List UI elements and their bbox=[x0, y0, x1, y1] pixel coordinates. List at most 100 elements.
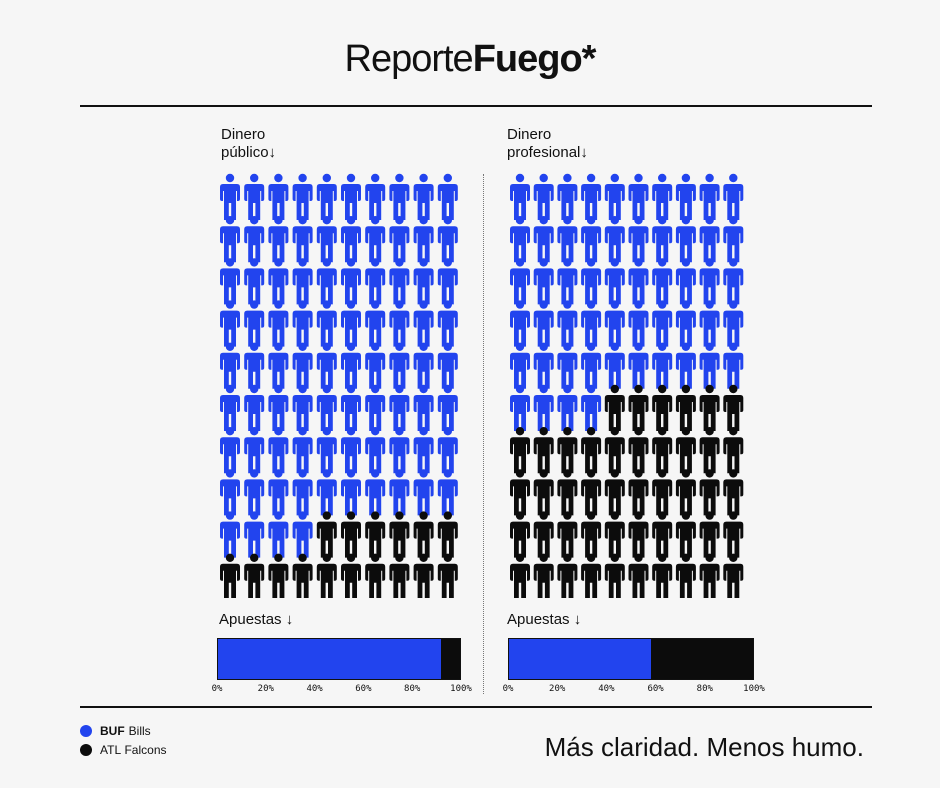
pro-figure bbox=[581, 342, 602, 389]
public-figure bbox=[292, 469, 313, 516]
pro-figure bbox=[723, 258, 744, 305]
pro-figure bbox=[581, 553, 602, 598]
public-figure bbox=[389, 469, 410, 516]
pro-figure bbox=[533, 553, 554, 598]
public-figure bbox=[413, 511, 434, 558]
pro-figure bbox=[699, 173, 720, 220]
public-figure bbox=[244, 553, 265, 598]
pro-figure bbox=[699, 384, 720, 431]
pro-figure bbox=[533, 342, 554, 389]
pro-figure bbox=[581, 469, 602, 516]
pro-figure bbox=[652, 216, 673, 263]
pro-figure bbox=[628, 173, 649, 220]
public-figure bbox=[220, 173, 240, 220]
pro-figure bbox=[510, 342, 530, 389]
public-figure bbox=[365, 258, 386, 305]
public-figure bbox=[389, 258, 410, 305]
public-figure bbox=[437, 300, 458, 347]
legend-abbr-atl: ATL bbox=[100, 742, 122, 757]
public-figure bbox=[292, 427, 313, 474]
pro-figure bbox=[557, 300, 578, 347]
public-figure bbox=[244, 258, 265, 305]
public-figure bbox=[316, 427, 337, 474]
pro-figure bbox=[510, 511, 530, 558]
pro-figure bbox=[675, 173, 696, 220]
pro-figure bbox=[557, 553, 578, 598]
public-figure bbox=[244, 511, 265, 558]
pro-figure bbox=[557, 511, 578, 558]
legend-item-atl: ATL Falcons bbox=[80, 740, 167, 759]
pro-figure bbox=[652, 384, 673, 431]
public-figure bbox=[292, 300, 313, 347]
public-figure bbox=[316, 511, 337, 558]
public-figure bbox=[268, 469, 289, 516]
public-figure bbox=[365, 427, 386, 474]
pro-figure bbox=[557, 216, 578, 263]
public-figure bbox=[244, 300, 265, 347]
pro-figure bbox=[652, 511, 673, 558]
legend-name-atl: Falcons bbox=[124, 742, 167, 757]
public-figure bbox=[244, 384, 265, 431]
public-tick-label: 80% bbox=[404, 684, 421, 694]
public-figure bbox=[341, 469, 361, 516]
public-figure bbox=[316, 258, 337, 305]
pro-tick-label: 0% bbox=[502, 684, 514, 694]
pro-figure bbox=[581, 427, 602, 474]
panel-public-label-line2: público↓ bbox=[221, 144, 277, 161]
public-figure bbox=[341, 216, 361, 263]
pro-figure bbox=[699, 469, 720, 516]
legend-abbr-buf: BUF bbox=[100, 723, 125, 738]
public-figure bbox=[389, 216, 410, 263]
pro-figure bbox=[699, 258, 720, 305]
tagline: Más claridad. Menos humo. bbox=[544, 732, 864, 762]
public-figure bbox=[413, 427, 434, 474]
pro-figure bbox=[581, 300, 602, 347]
pro-figure bbox=[675, 553, 696, 598]
pro-figure bbox=[652, 427, 673, 474]
public-figure bbox=[365, 173, 386, 220]
pro-figure bbox=[557, 384, 578, 431]
public-figure bbox=[292, 216, 313, 263]
public-figure bbox=[437, 469, 458, 516]
pro-figure bbox=[533, 258, 554, 305]
bottom-rule bbox=[80, 706, 872, 708]
public-tick-label: 40% bbox=[306, 684, 323, 694]
public-figure bbox=[365, 342, 386, 389]
public-figure bbox=[292, 384, 313, 431]
pro-figure bbox=[675, 511, 696, 558]
pro-figure bbox=[533, 173, 554, 220]
public-figure bbox=[437, 511, 458, 558]
public-figure bbox=[413, 258, 434, 305]
page-title: ReporteFuego* bbox=[0, 38, 940, 81]
pro-figure bbox=[581, 258, 602, 305]
pro-figure bbox=[723, 553, 744, 598]
public-bar-segment-buf bbox=[218, 639, 441, 679]
public-figure bbox=[365, 469, 386, 516]
pro-figure bbox=[628, 258, 649, 305]
public-figure bbox=[365, 384, 386, 431]
public-figure bbox=[437, 553, 458, 598]
pro-figure bbox=[533, 384, 554, 431]
pro-tick-label: 20% bbox=[549, 684, 566, 694]
pro-figure bbox=[510, 173, 530, 220]
public-figure bbox=[268, 173, 289, 220]
public-figure bbox=[413, 384, 434, 431]
public-figure bbox=[268, 300, 289, 347]
pro-figure bbox=[604, 427, 625, 474]
public-figure bbox=[341, 300, 361, 347]
pro-figure bbox=[557, 469, 578, 516]
public-figure bbox=[268, 427, 289, 474]
panel-pro-label: Dinero profesional↓ bbox=[507, 126, 588, 162]
public-tick-label: 60% bbox=[355, 684, 372, 694]
panel-divider bbox=[483, 174, 484, 694]
pro-figure bbox=[699, 216, 720, 263]
pro-figure bbox=[628, 216, 649, 263]
pro-figure bbox=[628, 300, 649, 347]
public-figure bbox=[268, 511, 289, 558]
pro-tick-label: 100% bbox=[743, 684, 765, 694]
public-figure bbox=[365, 511, 386, 558]
panel-public-label-line1: Dinero bbox=[221, 126, 266, 143]
public-figure bbox=[389, 384, 410, 431]
public-figure bbox=[244, 173, 265, 220]
bets-axis-public: 0% 20% 40% 60% 80% 100% bbox=[212, 684, 472, 698]
